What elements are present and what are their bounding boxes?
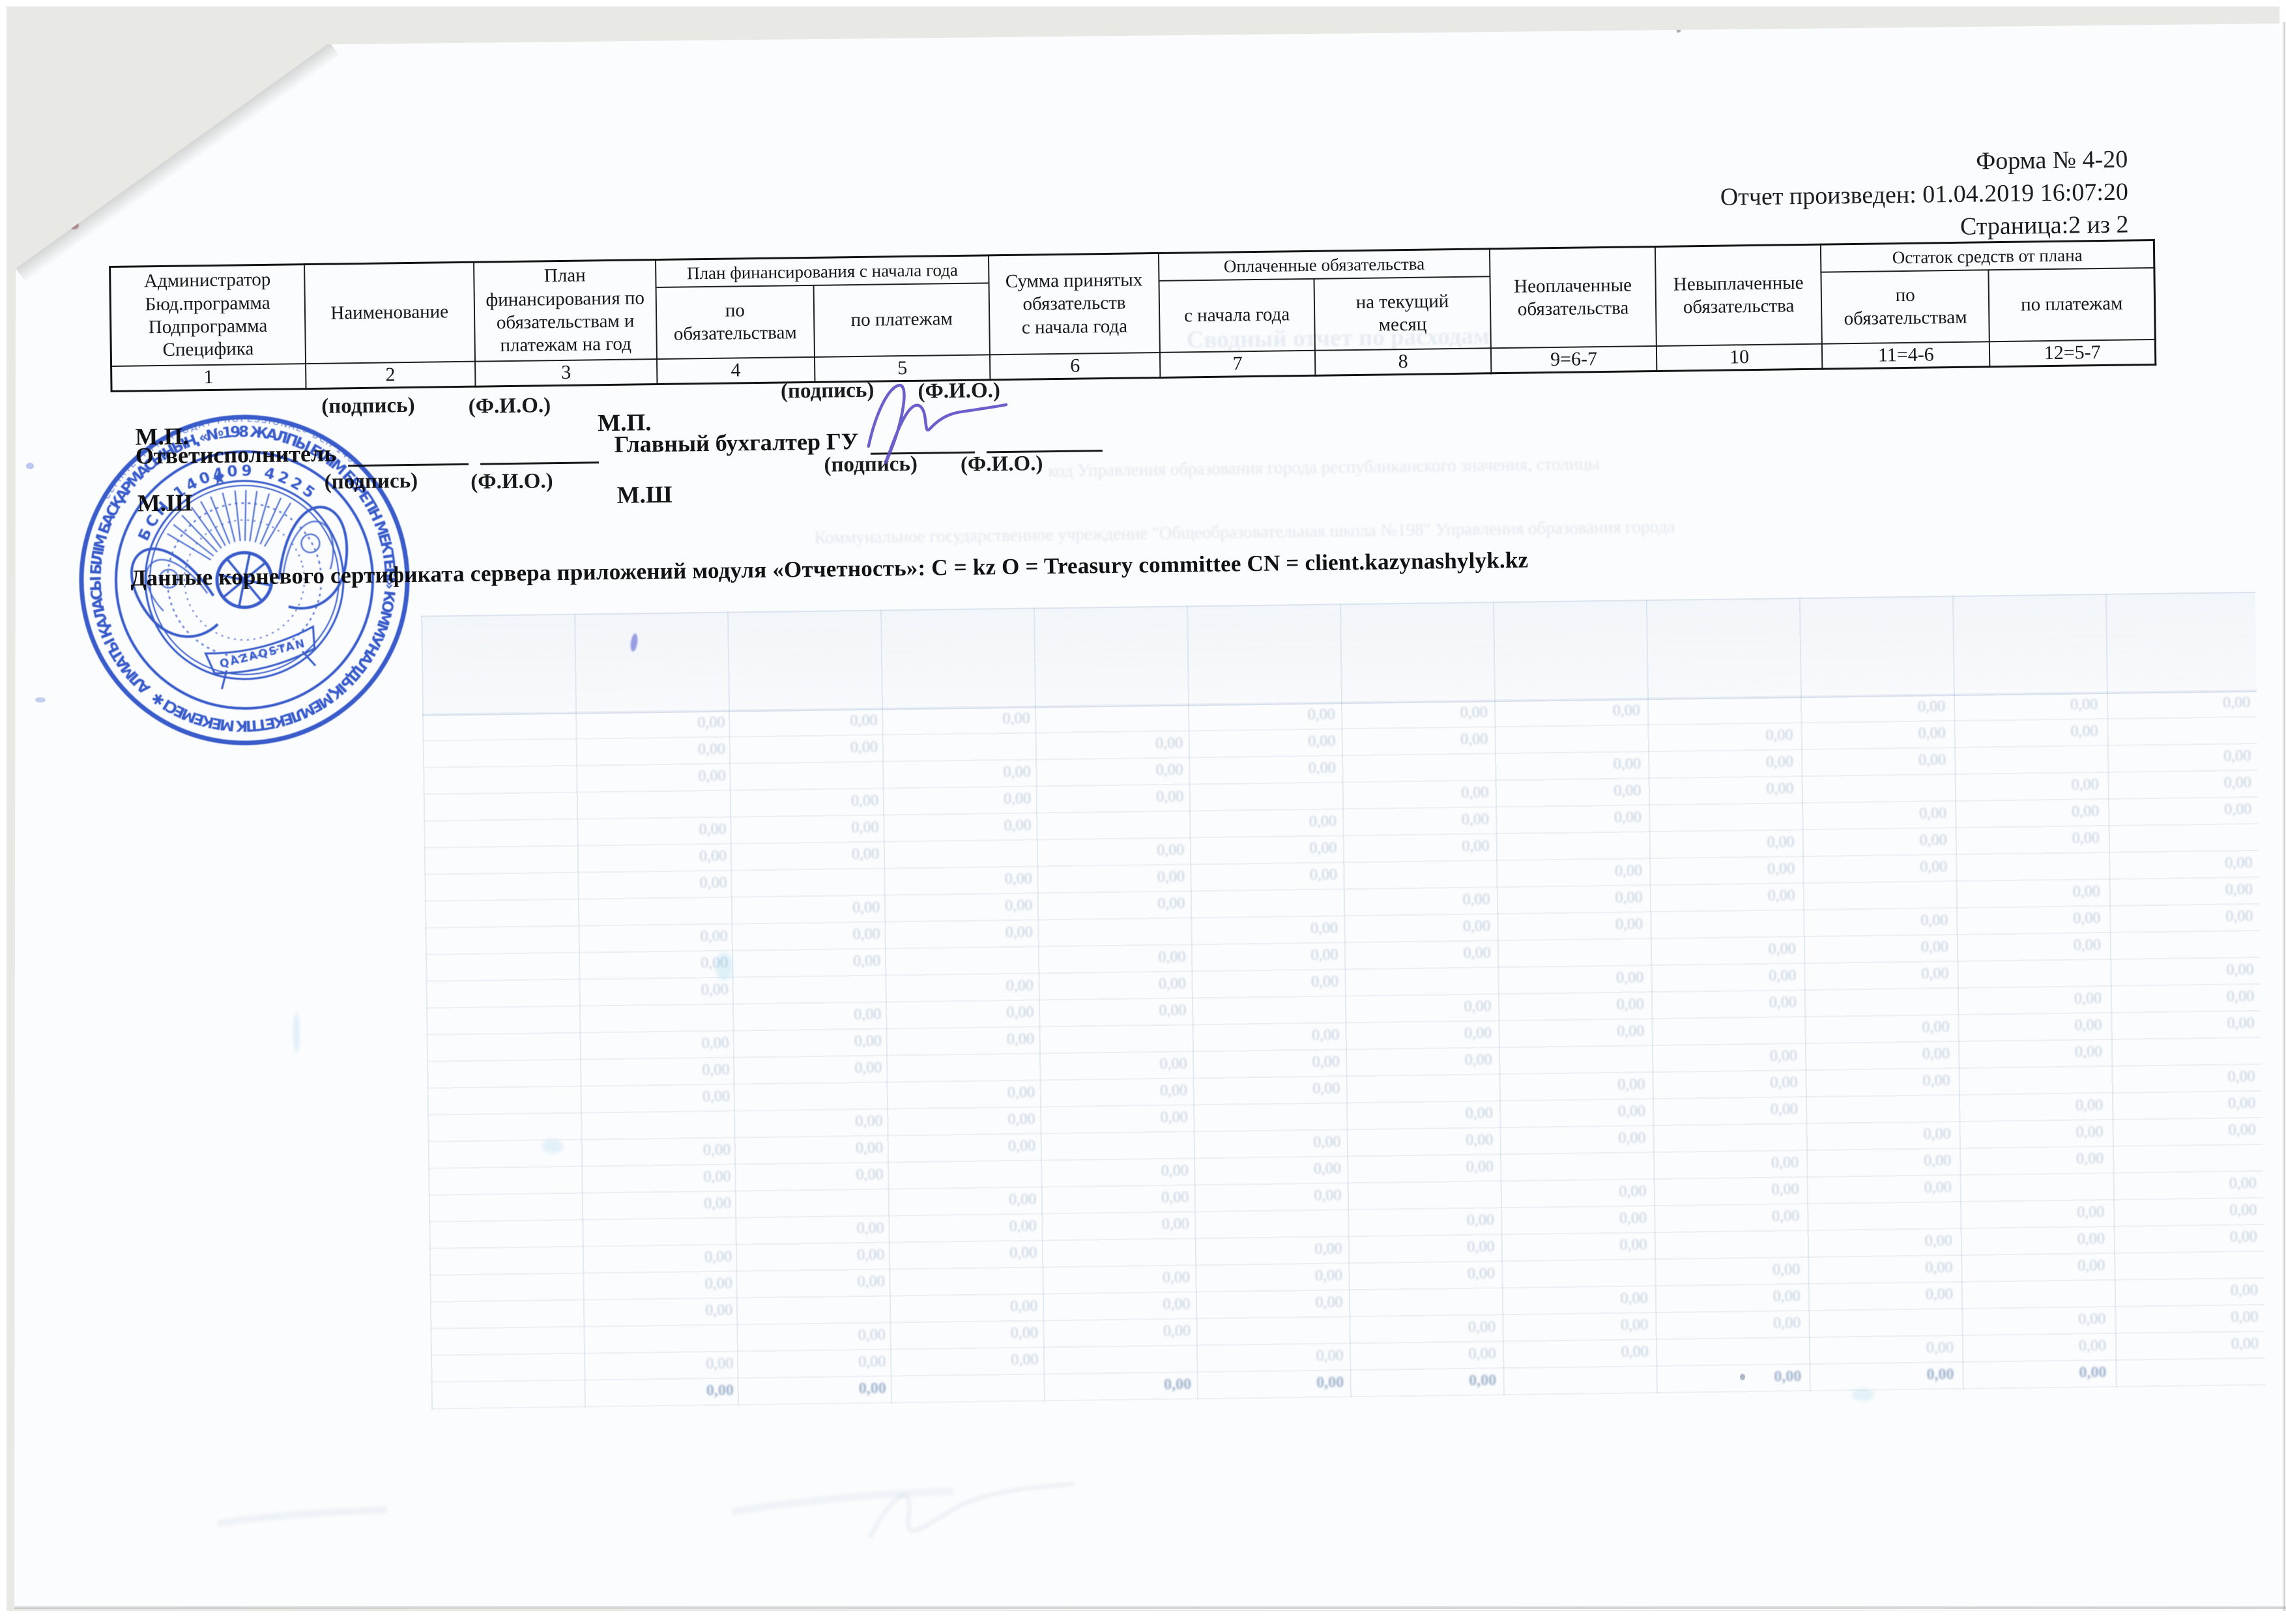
stamp-middle-ring bbox=[115, 450, 374, 710]
stamp-outer-ring bbox=[79, 414, 410, 746]
stamp-inner-ring bbox=[144, 480, 345, 680]
document-page: Сводный отчет по расходам код Управления… bbox=[14, 23, 2279, 1611]
page-bottom-edge bbox=[14, 1606, 2286, 1609]
page-content: Сводный отчет по расходам код Управления… bbox=[14, 23, 2286, 1611]
bleedthrough-bottom-marks bbox=[217, 1481, 1074, 1539]
stamp-inner-ring-2 bbox=[149, 485, 340, 675]
official-stamp: АЛМАТЫ ҚАЛАСЫ БІЛІМ БАСҚАРМАСЫНЫҢ «№198 … bbox=[75, 411, 414, 749]
page-right-edge bbox=[2282, 22, 2285, 1611]
scan-mark-top-1 bbox=[755, 23, 760, 31]
stamp-wing-ornament bbox=[278, 506, 349, 610]
stamp-sun-rays bbox=[166, 489, 292, 561]
scanner-background: Сводный отчет по расходам код Управления… bbox=[7, 7, 2286, 1611]
